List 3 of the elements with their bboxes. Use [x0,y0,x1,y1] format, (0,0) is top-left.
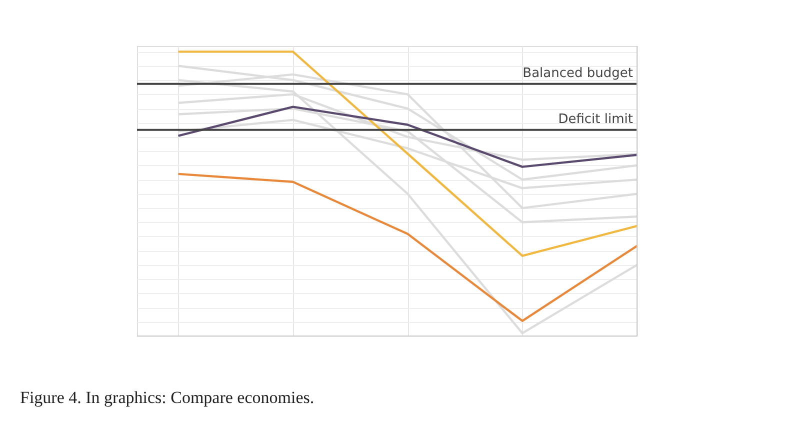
ref-line-label: Deficit limit [558,112,633,127]
caption: Figure 4. In graphics: Compare economies. [20,388,314,407]
ref-line-label: Balanced budget [522,66,633,81]
